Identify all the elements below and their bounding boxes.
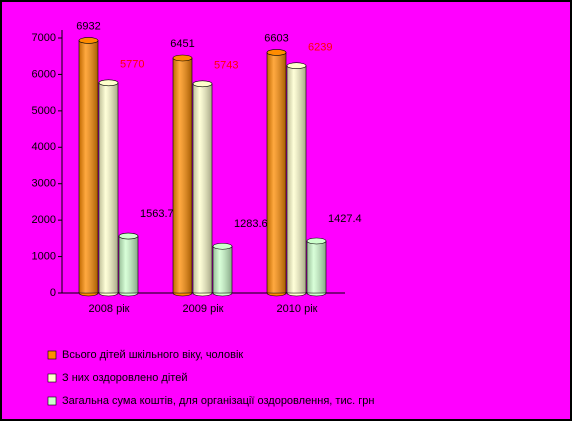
x-tick-label: 2009 рік — [183, 303, 224, 315]
bar-top — [266, 49, 287, 56]
bar-top — [306, 237, 327, 245]
legend-label: Загальна сума коштів, для організації оз… — [62, 395, 374, 407]
bar-top — [118, 232, 139, 240]
legend-swatch — [47, 350, 57, 360]
bar-shade — [267, 52, 286, 293]
bar-shade — [213, 246, 232, 293]
value-label: 1563.7 — [140, 208, 174, 220]
value-label: 5770 — [120, 59, 144, 71]
y-tick-label: 4000 — [32, 141, 56, 153]
bar-shade — [173, 57, 192, 294]
y-tick-label: 5000 — [32, 105, 56, 117]
bar-top — [78, 37, 99, 44]
y-tick-label: 2000 — [32, 214, 56, 226]
bar-top — [98, 79, 119, 87]
y-tick-label: 6000 — [32, 68, 56, 80]
bar-top — [192, 80, 213, 88]
bar-shade — [119, 236, 138, 293]
x-tick-label: 2010 рік — [277, 303, 318, 315]
legend-swatch — [47, 373, 57, 383]
y-tick-label: 0 — [50, 287, 56, 299]
value-label: 6932 — [76, 20, 100, 32]
bar-shade — [287, 65, 306, 294]
y-tick-label: 1000 — [32, 250, 56, 262]
y-tick-label: 7000 — [32, 32, 56, 44]
bar-shade — [99, 82, 118, 293]
value-label: 1427.4 — [328, 213, 362, 225]
legend-swatch — [47, 396, 57, 406]
y-tick-label: 3000 — [32, 178, 56, 190]
value-label: 6239 — [308, 42, 332, 54]
bar-shade — [307, 241, 326, 293]
bar-top — [212, 242, 233, 250]
legend-label: Всього дітей шкільного віку, чоловік — [62, 349, 243, 361]
value-label: 5743 — [214, 60, 238, 72]
bar-shade — [79, 40, 98, 293]
legend-label: З них оздоровлено дітей — [62, 372, 187, 384]
value-label: 6451 — [170, 38, 194, 50]
value-label: 1283.6 — [234, 218, 268, 230]
bar-top — [286, 62, 307, 70]
bar-shade — [193, 83, 212, 293]
bar-top — [172, 54, 193, 62]
x-tick-label: 2008 рік — [89, 303, 130, 315]
value-label: 6603 — [264, 32, 288, 44]
